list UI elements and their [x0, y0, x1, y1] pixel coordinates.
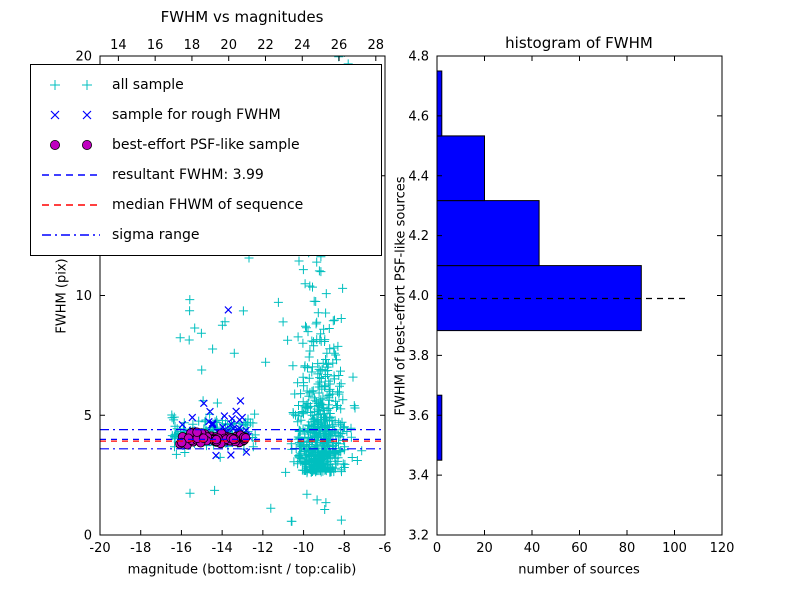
- legend-item-label: median FHWM of sequence: [112, 197, 304, 213]
- top-x-tick-label: 24: [294, 38, 311, 53]
- y-tick-label: 3.4: [408, 469, 429, 484]
- legend-item-sigma-range: sigma range: [39, 220, 373, 250]
- x-tick-label: -8: [338, 541, 351, 556]
- y-tick-label: 3.8: [408, 349, 429, 364]
- top-x-tick-label: 22: [257, 38, 274, 53]
- legend-item-label: sample for rough FWHM: [112, 107, 281, 123]
- dashed-line-icon: [39, 164, 103, 186]
- histogram-bar: [436, 135, 485, 202]
- legend-item-median-fwhm: median FHWM of sequence: [39, 190, 373, 220]
- x-tick-label: 20: [476, 541, 493, 556]
- y-tick-label: 4.4: [408, 169, 429, 184]
- top-x-tick-label: 20: [220, 38, 237, 53]
- legend-item-rough-fwhm: sample for rough FWHM: [39, 100, 373, 130]
- y-tick-label: 5: [84, 409, 92, 424]
- y-tick-label: 4.6: [408, 109, 429, 124]
- x-tick-label: -18: [130, 541, 151, 556]
- legend-item-all-sample: all sample: [39, 70, 373, 100]
- legend-item-label: all sample: [112, 77, 184, 93]
- top-x-tick-label: 16: [147, 38, 164, 53]
- histogram-bar: [436, 394, 443, 461]
- top-x-tick-label: 26: [331, 38, 348, 53]
- legend-item-psf-sample: best-effort PSF-like sample: [39, 130, 373, 160]
- legend: all sample sample for rough FWHM best-ef…: [30, 64, 382, 256]
- x-tick-label: 40: [524, 541, 541, 556]
- plus-marker-icon: [39, 74, 103, 96]
- legend-item-resultant-fwhm: resultant FWHM: 3.99: [39, 160, 373, 190]
- x-tick-label: 60: [571, 541, 588, 556]
- legend-item-label: resultant FWHM: 3.99: [112, 167, 264, 183]
- legend-item-label: best-effort PSF-like sample: [112, 137, 300, 153]
- x-tick-label: 80: [619, 541, 636, 556]
- right-axes-histogram: 0 20 40 60 80 100 120 3.2 3.4 3.6 3.8 4.0 4.2 4.4 4.6 4…: [408, 50, 734, 557]
- x-tick-label: -20: [89, 541, 110, 556]
- y-tick-label: 0: [84, 529, 92, 544]
- histogram-bar: [436, 200, 540, 267]
- histogram-bars: [436, 70, 687, 461]
- legend-item-label: sigma range: [112, 227, 200, 243]
- y-tick-label: 4.2: [408, 229, 429, 244]
- series-psf-circles: [175, 427, 251, 450]
- right-y-axis-label: FWHM of best-effort PSF-like sources: [393, 176, 409, 416]
- x-tick-label: -10: [293, 541, 314, 556]
- left-x-axis-label: magnitude (bottom:isnt / top:calib): [127, 562, 357, 578]
- x-tick-label: 100: [662, 541, 687, 556]
- x-tick-label: 0: [433, 541, 441, 556]
- dashed-line-icon: [39, 194, 103, 216]
- x-tick-label: -12: [252, 541, 273, 556]
- x-tick-label: -16: [171, 541, 192, 556]
- x-tick-label: -14: [212, 541, 233, 556]
- circle-marker-icon: [39, 134, 103, 156]
- y-tick-label: 10: [75, 289, 92, 304]
- scatter-points-area: [100, 56, 385, 526]
- histogram-bar: [436, 70, 443, 137]
- x-tick-label: 120: [710, 541, 735, 556]
- left-axes-scatter: -20 -18 -16 -14 -12 -10 -8 -6 14 16 18 20 22 24 26 28 0 5…: [75, 38, 391, 556]
- y-tick-label: 3.2: [408, 529, 429, 544]
- right-chart-title: histogram of FWHM: [505, 34, 653, 52]
- left-y-axis-label: FWHM (pix): [54, 258, 70, 334]
- y-tick-label: 20: [75, 50, 92, 65]
- top-x-tick-label: 18: [184, 38, 201, 53]
- right-x-axis-label: number of sources: [518, 562, 640, 578]
- top-x-tick-label: 14: [110, 38, 127, 53]
- dashdot-line-icon: [39, 224, 103, 246]
- top-x-tick-label: 28: [368, 38, 385, 53]
- left-chart-title: FWHM vs magnitudes: [160, 8, 324, 26]
- y-tick-label: 4.8: [408, 50, 429, 65]
- y-tick-label: 4.0: [408, 289, 429, 304]
- x-marker-icon: [39, 104, 103, 126]
- y-tick-label: 3.6: [408, 409, 429, 424]
- x-tick-label: -6: [379, 541, 392, 556]
